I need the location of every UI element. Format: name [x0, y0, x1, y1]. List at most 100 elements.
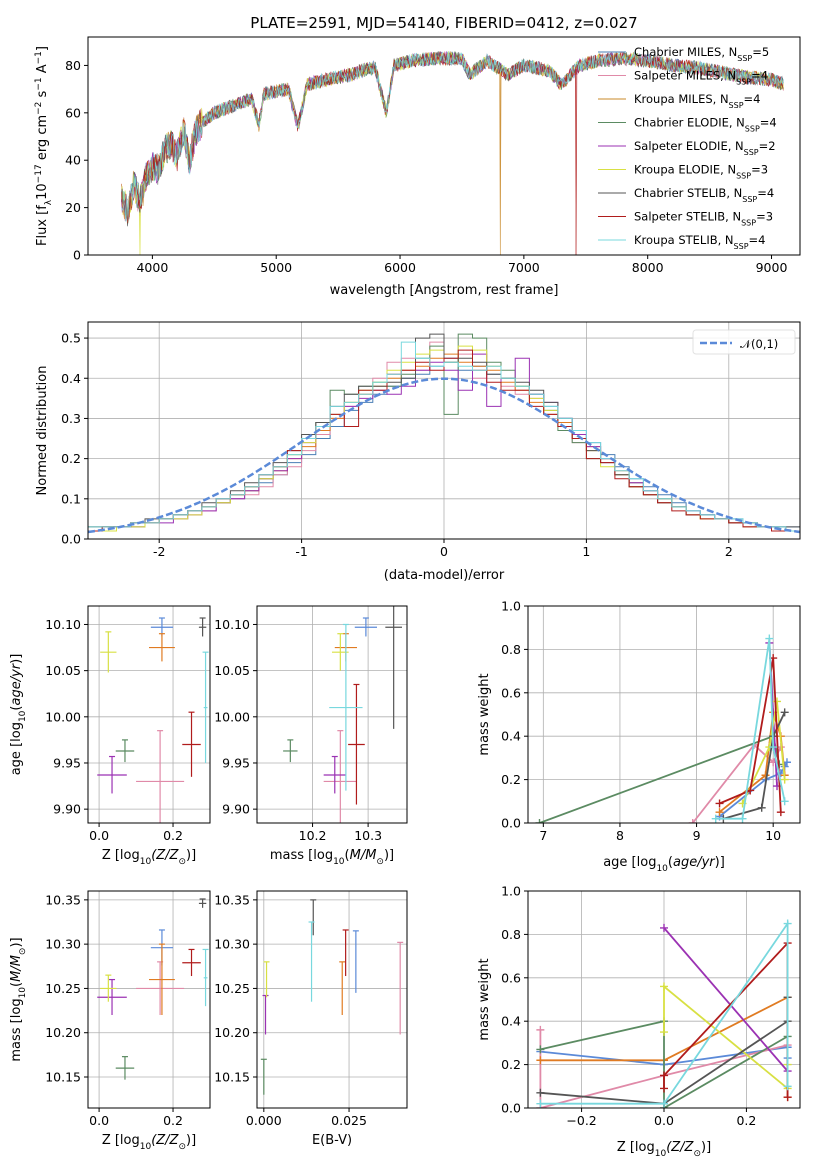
axes-frame [256, 605, 408, 824]
y-tick-label: 10.20 [214, 1025, 250, 1040]
y-tick-label: 40 [65, 153, 81, 168]
y-tick-label: 0.1 [61, 491, 81, 506]
axes-frame [87, 890, 211, 1109]
y-tick-label: 10.00 [214, 709, 250, 724]
legend-entry: Kroupa MILES, NSSP=4 [634, 92, 760, 110]
y-tick-label: 10.25 [45, 981, 81, 996]
histogram-series [88, 341, 800, 539]
errorbar-point [263, 961, 270, 998]
errorbar-point [339, 961, 346, 1015]
plus-marker [660, 1071, 668, 1080]
x-axis-label: Z [log10(Z/Z⊙)] [102, 1133, 196, 1152]
age-vs-mass-panel: 10.2 10.3 9.90 9.95 10.00 10.05 10.10 mass [log… [214, 605, 408, 867]
y-tick-label: 9.90 [53, 802, 81, 817]
x-axis-label: Z [log10(Z/Z⊙)] [617, 1140, 711, 1159]
mass-weight-series-line [663, 927, 789, 1072]
errorbar-point [329, 623, 363, 791]
y-tick-label: 0.0 [501, 816, 521, 831]
x-axis-label: age [log10(age/yr)] [603, 855, 725, 874]
errorbar-point [348, 683, 365, 805]
errorbar-point [115, 1056, 135, 1080]
x-tick-label: 5000 [260, 260, 292, 275]
line-layer [536, 919, 792, 1108]
plus-marker [783, 1082, 792, 1091]
y-tick-label: 9.95 [222, 755, 250, 770]
axes-frame [256, 890, 408, 1109]
x-tick-label: 6000 [384, 260, 416, 275]
errorbar-point [308, 921, 315, 1002]
legend-entry: Kroupa ELODIE, NSSP=3 [634, 163, 768, 181]
errorbar-point [100, 631, 117, 673]
plus-marker [783, 1093, 792, 1102]
y-tick-label: 0.4 [61, 371, 81, 386]
residual-histogram-panel: -2 -1 0 1 2 0.0 0.1 0.2 0.3 0.4 0.5 (data-model)/er… [35, 321, 801, 583]
histogram-layer [88, 333, 800, 539]
spectrum-series-line [121, 51, 784, 255]
y-tick-label: 0.6 [501, 970, 521, 985]
y-tick-label: 10.20 [45, 1025, 81, 1040]
y-tick-label: 0 [73, 248, 81, 263]
plus-marker [536, 1088, 545, 1097]
x-tick-label: 0.2 [163, 1113, 183, 1128]
y-axis-label: age [log10(age/yr)] [9, 654, 28, 776]
x-tick-label: 0.0 [89, 1113, 109, 1128]
errorbar-point [198, 898, 207, 908]
errorbar-layer [283, 606, 402, 823]
y-axis-label: mass [log10(M/M⊙)] [9, 937, 28, 1061]
y-tick-label: 10.15 [45, 1070, 81, 1085]
x-tick-label: −0.2 [566, 1113, 596, 1128]
errorbar-point [97, 978, 127, 1015]
errorbar-point [385, 606, 402, 729]
axes-frame [527, 605, 801, 824]
x-axis-label: wavelength [Angstrom, rest frame] [330, 283, 559, 298]
axes-frame [87, 321, 801, 540]
plus-marker [660, 1028, 668, 1037]
y-axis-label: Normed distribution [35, 366, 50, 496]
y-axis-label: mass weight [477, 673, 492, 755]
y-tick-label: 60 [65, 105, 81, 120]
errorbar-point [97, 755, 127, 794]
errorbar-point [397, 941, 404, 1035]
plus-marker [660, 923, 668, 932]
x-tick-label: 7000 [508, 260, 540, 275]
x-tick-label: 4000 [136, 260, 168, 275]
x-tick-label: 9 [693, 828, 701, 843]
errorbar-point [352, 930, 359, 993]
spectrum-lines [121, 51, 784, 255]
errorbar-point [202, 651, 209, 763]
x-tick-label: 2 [725, 544, 733, 559]
mass-vs-ebv-panel: 0.000 0.025 10.15 10.20 10.25 10.30 10.35 E(B-V… [214, 890, 408, 1148]
plus-marker [688, 819, 697, 823]
plus-marker [757, 803, 766, 812]
y-tick-label: 0.2 [501, 1057, 521, 1072]
mass-weight-series-line [719, 657, 782, 813]
plus-marker [780, 708, 789, 717]
errorbar-point [100, 974, 117, 1002]
plus-marker [769, 743, 778, 752]
axes-frame [87, 36, 801, 256]
x-tick-label: 8000 [632, 260, 664, 275]
errorbar-point [283, 739, 298, 763]
legend-entry: Chabrier ELODIE, NSSP=4 [634, 116, 777, 134]
y-tick-label: 0.8 [501, 642, 521, 657]
spectrum-series-line [121, 51, 784, 255]
x-tick-label: -2 [153, 544, 165, 559]
errorbar-point [202, 948, 209, 1007]
y-axis-label: Flux [fλ10−17 erg cm−2 s−1 A−1] [34, 46, 54, 246]
x-axis-label: mass [log10(M/M⊙)] [270, 848, 394, 867]
x-tick-label: 7 [539, 828, 547, 843]
y-tick-label: 9.90 [222, 802, 250, 817]
x-tick-label: 0 [440, 544, 448, 559]
y-tick-label: 1.0 [501, 884, 521, 899]
mass-weight-vs-metallicity-panel: −0.2 0.0 0.2 0.0 0.2 0.4 0.6 0.8 1.0 Z [log10(Z/Z… [477, 884, 801, 1159]
x-tick-label: 0.025 [331, 1113, 367, 1128]
y-tick-label: 10.35 [45, 892, 81, 907]
plus-marker [738, 814, 747, 823]
y-tick-label: 0.2 [61, 451, 81, 466]
errorbar-point [136, 730, 185, 823]
x-axis-label: Z [log10(Z/Z⊙)] [102, 848, 196, 867]
y-tick-label: 9.95 [53, 755, 81, 770]
errorbar-point [310, 899, 317, 936]
plus-marker [535, 819, 544, 823]
